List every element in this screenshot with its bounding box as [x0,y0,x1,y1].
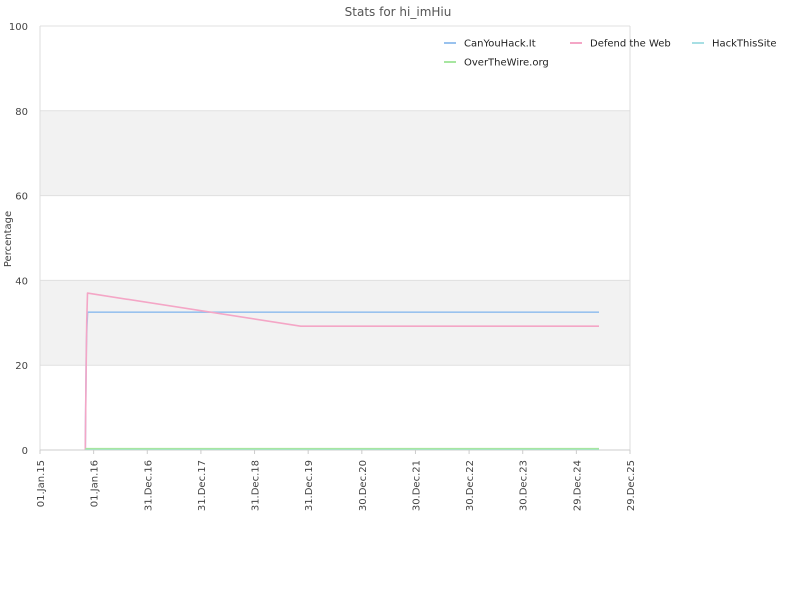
x-tick-label: 30.Dec.21 [411,460,422,511]
legend-label: OverTheWire.org [464,58,549,69]
x-tick-labels: 01.Jan.15 01.Jan.16 31.Dec.16 31.Dec.17 31.D… [36,460,637,511]
x-tick-label: 31.Dec.17 [197,460,208,511]
legend-label: Defend the Web [590,39,671,50]
y-tick-labels: 0 20 40 60 80 100 [9,22,28,457]
y-tick-label: 80 [15,107,28,118]
background-bands [40,110,630,366]
x-tick-label: 29.Dec.24 [572,460,583,511]
series-lines [84,292,599,451]
plot-band [40,280,630,366]
x-tick-label: 29.Dec.25 [626,460,637,511]
y-tick-label: 100 [9,22,28,33]
y-axis-label: Percentage [3,211,14,267]
x-tick-label: 30.Dec.22 [465,460,476,511]
x-tick-label: 30.Dec.23 [519,460,530,511]
y-tick-label: 40 [15,276,28,287]
legend-label: HackThisSite [712,39,777,50]
legend: CanYouHack.It Defend the Web HackThisSite O… [444,39,777,69]
axes [39,26,631,454]
plot-band [40,110,630,196]
x-tick-label: 31.Dec.18 [251,460,262,511]
y-tick-label: 60 [15,192,28,203]
x-tick-label: 31.Dec.19 [304,460,315,511]
y-tick-label: 20 [15,361,28,372]
x-tick-label: 01.Jan.15 [36,460,47,507]
y-tick-label: 0 [22,446,28,457]
x-tick-label: 30.Dec.20 [358,460,369,511]
gridlines [40,25,630,451]
legend-label: CanYouHack.It [464,39,536,50]
series-line-defend-the-web [84,292,599,451]
chart-title: Stats for hi_imHiu [345,5,452,19]
x-tick-label: 01.Jan.16 [90,460,101,507]
x-tick-label: 31.Dec.16 [143,460,154,511]
